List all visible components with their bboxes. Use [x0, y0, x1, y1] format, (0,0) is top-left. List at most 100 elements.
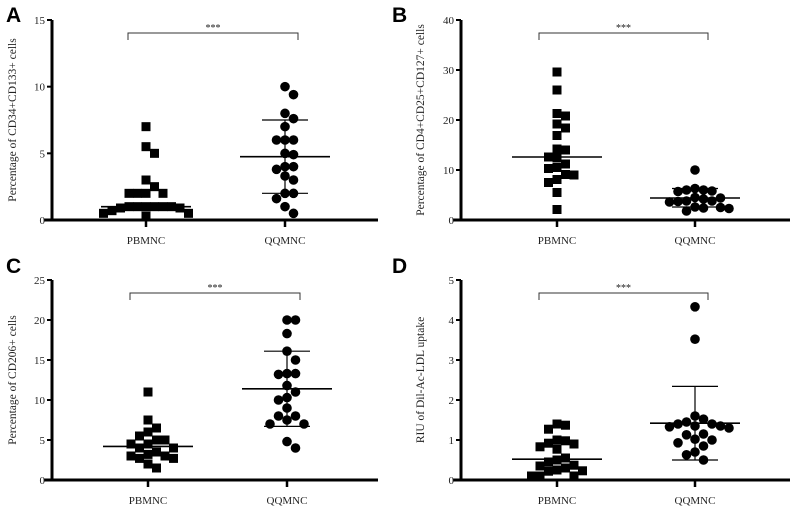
y-tick-label: 5	[449, 275, 455, 287]
data-point-pbmnc	[552, 188, 562, 197]
data-point-qqmnc	[290, 368, 301, 379]
data-point-pbmnc	[150, 148, 159, 158]
y-tick-label: 1	[449, 435, 455, 447]
panel-letter: B	[392, 4, 407, 27]
data-point-qqmnc	[290, 387, 301, 397]
data-point-pbmnc	[143, 387, 153, 397]
data-point-qqmnc	[282, 436, 292, 447]
y-tick-label: 10	[443, 165, 455, 177]
y-tick-label: 25	[34, 275, 46, 287]
x-tick-label: QQMNC	[675, 495, 716, 507]
significance-label: ***	[208, 283, 223, 294]
data-point-pbmnc	[561, 436, 570, 446]
data-point-pbmnc	[552, 67, 562, 77]
data-point-pbmnc	[544, 178, 553, 187]
data-point-pbmnc	[552, 465, 562, 475]
data-point-qqmnc	[288, 149, 299, 160]
data-point-pbmnc	[141, 188, 151, 198]
panel-B: B 0 10 20 30 40 Percentage of CD4+CD25+CD127+ …	[392, 4, 790, 247]
data-point-pbmnc	[552, 205, 562, 214]
data-point-qqmnc	[288, 161, 299, 172]
data-point-pbmnc	[535, 471, 545, 481]
panel-letter: A	[6, 4, 21, 27]
data-point-qqmnc	[698, 194, 709, 204]
data-point-pbmnc	[141, 175, 151, 185]
data-point-qqmnc	[681, 417, 692, 427]
data-point-pbmnc	[135, 443, 144, 453]
data-point-qqmnc	[698, 203, 709, 213]
data-point-pbmnc	[552, 119, 562, 129]
data-point-pbmnc	[116, 203, 125, 213]
x-tick-label: PBMNC	[538, 235, 577, 247]
data-point-qqmnc	[280, 81, 290, 92]
data-point-pbmnc	[544, 424, 553, 434]
data-point-pbmnc	[569, 471, 579, 481]
y-tick-label: 30	[443, 65, 455, 77]
data-point-pbmnc	[552, 144, 562, 154]
y-axis-label: Percentage of CD34+CD133+ cells	[7, 38, 19, 202]
data-point-pbmnc	[158, 188, 168, 198]
x-tick-label: PBMNC	[127, 235, 166, 247]
x-tick-label: QQMNC	[675, 235, 716, 247]
data-point-pbmnc	[561, 170, 570, 179]
data-point-qqmnc	[273, 395, 284, 405]
y-tick-label: 0	[40, 475, 46, 487]
x-tick-label: QQMNC	[265, 235, 306, 247]
data-point-pbmnc	[124, 188, 134, 198]
data-point-pbmnc	[544, 457, 553, 467]
data-point-qqmnc	[673, 438, 683, 448]
data-point-qqmnc	[673, 196, 683, 207]
data-point-pbmnc	[552, 85, 562, 95]
data-point-pbmnc	[527, 471, 536, 481]
significance-label: ***	[616, 283, 631, 294]
data-point-qqmnc	[273, 369, 284, 380]
data-point-pbmnc	[561, 420, 570, 430]
significance-label: ***	[616, 23, 631, 34]
data-point-qqmnc	[690, 165, 700, 175]
data-point-pbmnc	[175, 203, 185, 213]
data-point-pbmnc	[126, 451, 136, 461]
data-point-pbmnc	[535, 461, 545, 471]
data-point-pbmnc	[561, 159, 570, 169]
data-point-pbmnc	[552, 175, 562, 184]
panel-A: A 0 5 10 15 Percentage of CD34+CD133+ cells PB…	[6, 4, 378, 247]
data-point-qqmnc	[299, 419, 309, 429]
data-point-pbmnc	[552, 435, 562, 445]
data-point-pbmnc	[141, 211, 151, 221]
data-point-pbmnc	[143, 449, 153, 459]
data-point-pbmnc	[150, 182, 159, 192]
y-tick-label: 2	[449, 395, 455, 407]
data-point-pbmnc	[544, 438, 553, 448]
data-point-qqmnc	[690, 334, 700, 345]
data-point-qqmnc	[288, 208, 299, 219]
data-point-pbmnc	[133, 188, 142, 198]
data-point-qqmnc	[698, 414, 709, 425]
data-point-pbmnc	[135, 453, 144, 463]
y-tick-label: 15	[34, 15, 46, 27]
data-point-pbmnc	[569, 439, 579, 449]
data-point-pbmnc	[99, 208, 108, 218]
data-point-qqmnc	[280, 108, 290, 119]
data-point-pbmnc	[561, 463, 570, 473]
y-axis-label: RIU of Dil-Ac-LDL uptake	[415, 317, 427, 443]
data-point-qqmnc	[273, 411, 284, 421]
data-point-pbmnc	[552, 131, 562, 140]
panel-D: D 0 1 2 3 4 5 RIU of Dil-Ac-LDL uptake PBMNC QQMN…	[392, 255, 790, 507]
data-point-qqmnc	[290, 443, 301, 453]
data-point-pbmnc	[561, 453, 570, 463]
data-point-qqmnc	[290, 411, 301, 421]
data-point-qqmnc	[282, 328, 292, 339]
data-point-pbmnc	[569, 170, 579, 180]
y-axis-label: Percentage of CD4+CD25+CD127+ cells	[415, 24, 427, 216]
data-point-qqmnc	[698, 185, 709, 195]
significance-bracket	[127, 32, 299, 40]
data-point-pbmnc	[561, 111, 570, 121]
data-point-pbmnc	[578, 466, 587, 476]
y-tick-label: 20	[443, 115, 455, 127]
panel-letter: D	[392, 255, 407, 278]
data-point-pbmnc	[552, 163, 562, 172]
y-tick-label: 10	[34, 395, 46, 407]
data-point-pbmnc	[143, 427, 153, 437]
data-point-pbmnc	[126, 439, 136, 449]
